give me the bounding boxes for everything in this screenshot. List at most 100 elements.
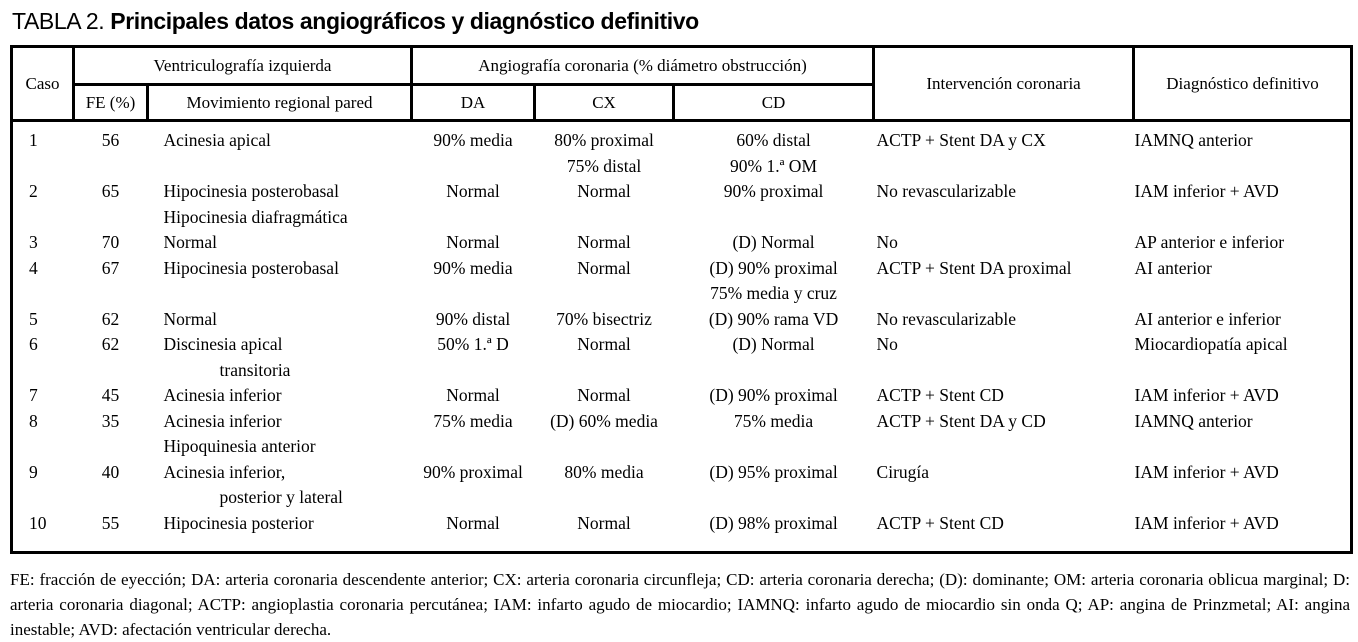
- cell-line: Hipocinesia posterobasal: [163, 181, 339, 201]
- table-row: 10 55 Hipocinesia posterior Normal Norma…: [12, 511, 1352, 553]
- cell-da: 75% media: [433, 410, 513, 431]
- cell-line: 75% media y cruz: [710, 283, 837, 303]
- cell-cd: 75% media: [733, 410, 814, 431]
- header-row-groups: Caso Ventriculografía izquierda Angiogra…: [10, 45, 1354, 122]
- cell-line: (D) 90% proximal: [709, 257, 838, 278]
- data-table: Caso Ventriculografía izquierda Angiogra…: [10, 45, 1354, 554]
- table-title: TABLA 2. Principales datos angiográficos…: [12, 8, 1350, 35]
- cell-movimiento: Hipocinesia posterior: [163, 512, 314, 533]
- cell-cd: (D) 90% rama VD: [708, 308, 839, 329]
- cell-da: 90% media: [433, 257, 513, 278]
- header-movimiento: Movimiento regional pared: [145, 83, 414, 122]
- cell-movimiento: Discinesia apical transitoria: [148, 332, 412, 383]
- cell-cx: Normal: [577, 257, 631, 278]
- cell-line: 80% proximal: [554, 130, 654, 150]
- table-row: 6 62 Discinesia apical transitoria 50% 1…: [12, 332, 1352, 383]
- cell-da: 50% 1.ª D: [437, 334, 509, 354]
- cell-movimiento: Hipocinesia posterobasal: [163, 257, 339, 278]
- cell-cx: Normal: [577, 334, 631, 354]
- table-body: 1 56 Acinesia apical 90% media 80% proxi…: [12, 121, 1352, 553]
- cell-cx: Normal: [577, 232, 631, 252]
- cell-fe: 55: [101, 512, 120, 533]
- cell-cx: Normal: [577, 385, 631, 405]
- header-row-subcolumns: FE (%) Movimiento regional pared DA CX C…: [12, 83, 1352, 122]
- cell-cd: (D) 90% proximal: [709, 385, 838, 405]
- cell-da: 90% proximal: [423, 461, 523, 482]
- table-row: 3 70 Normal Normal Normal (D) Normal No …: [12, 230, 1352, 256]
- cell-fe: 67: [101, 257, 120, 278]
- table-row: 2 65 Hipocinesia posterobasal Hipocinesi…: [12, 179, 1352, 230]
- cell-cx: Normal: [577, 512, 631, 533]
- table-row: 7 45 Acinesia inferior Normal Normal (D)…: [12, 383, 1352, 409]
- cell-caso: 7: [29, 385, 38, 405]
- cell-diagnostico: IAM inferior + AVD: [1134, 181, 1279, 201]
- cell-intervencion: No: [876, 232, 898, 252]
- table-row: 4 67 Hipocinesia posterobasal 90% media …: [12, 256, 1352, 307]
- table-row: 5 62 Normal 90% distal 70% bisectriz (D)…: [12, 307, 1352, 333]
- table-title-text: Principales datos angiográficos y diagnó…: [110, 8, 699, 34]
- cell-da: 90% distal: [435, 308, 511, 329]
- cell-diagnostico: IAMNQ anterior: [1134, 130, 1253, 150]
- cell-movimiento: Normal: [163, 308, 217, 329]
- cell-caso: 3: [29, 232, 38, 252]
- cell-caso: 4: [29, 257, 38, 278]
- cell-intervencion: ACTP + Stent DA y CD: [876, 410, 1046, 431]
- header-ventriculografia: Ventriculografía izquierda: [71, 45, 414, 86]
- cell-cx: Normal: [577, 181, 631, 201]
- cell-line: 90% 1.ª OM: [730, 155, 818, 176]
- cell-diagnostico: IAMNQ anterior: [1134, 410, 1253, 431]
- cell-diagnostico: AP anterior e inferior: [1134, 232, 1285, 252]
- cell-intervencion: ACTP + Stent CD: [876, 512, 1004, 533]
- table-row: 1 56 Acinesia apical 90% media 80% proxi…: [12, 121, 1352, 180]
- cell-diagnostico: AI anterior e inferior: [1134, 308, 1281, 329]
- cell-movimiento: Acinesia apical: [163, 130, 271, 150]
- cell-diagnostico: IAM inferior + AVD: [1134, 461, 1279, 482]
- cell-caso: 8: [29, 410, 38, 431]
- table-row: 9 40 Acinesia inferior, posterior y late…: [12, 460, 1352, 511]
- cell-movimiento: Normal: [163, 232, 217, 252]
- cell-line: posterior y lateral: [219, 487, 343, 507]
- cell-caso: 6: [29, 334, 38, 354]
- header-intervencion: Intervención coronaria: [872, 45, 1136, 122]
- cell-diagnostico: IAM inferior + AVD: [1134, 512, 1279, 533]
- cell-line: transitoria: [219, 359, 291, 380]
- table-row: 8 35 Acinesia inferior Hipoquinesia ante…: [12, 409, 1352, 460]
- table-footnote: FE: fracción de eyección; DA: arteria co…: [10, 570, 1350, 639]
- cell-cx: 70% bisectriz: [556, 308, 652, 329]
- cell-fe: 65: [101, 181, 120, 201]
- cell-fe: 40: [101, 461, 120, 482]
- table-header: Caso Ventriculografía izquierda Angiogra…: [10, 45, 1354, 122]
- cell-fe: 70: [101, 232, 120, 252]
- cell-da: Normal: [446, 512, 500, 533]
- cell-movimiento: Hipocinesia posterobasal Hipocinesia dia…: [148, 179, 412, 230]
- cell-intervencion: No: [876, 334, 898, 354]
- cell-line: Discinesia apical: [163, 334, 283, 354]
- cell-line: Hipocinesia diafragmática: [163, 206, 348, 227]
- cell-line: 60% distal: [736, 130, 811, 150]
- header-cd: CD: [672, 83, 876, 122]
- cell-da: Normal: [446, 385, 500, 405]
- cell-movimiento: Acinesia inferior Hipoquinesia anterior: [148, 409, 412, 460]
- cell-da: Normal: [446, 181, 500, 201]
- header-fe: FE (%): [72, 83, 149, 122]
- cell-caso: 1: [29, 130, 38, 150]
- header-cx: CX: [533, 83, 676, 122]
- cell-cd: (D) 90% proximal 75% media y cruz: [674, 256, 874, 307]
- cell-da: Normal: [446, 232, 500, 252]
- header-caso: Caso: [10, 45, 75, 122]
- cell-fe: 35: [101, 410, 120, 431]
- cell-caso: 9: [29, 461, 38, 482]
- cell-intervencion: ACTP + Stent DA proximal: [876, 257, 1072, 278]
- header-da: DA: [410, 83, 537, 122]
- cell-line: Acinesia inferior: [163, 410, 282, 431]
- header-angiografia: Angiografía coronaria (% diámetro obstru…: [410, 45, 876, 86]
- cell-cd: 60% distal 90% 1.ª OM: [674, 121, 874, 180]
- cell-intervencion: No revascularizable: [876, 308, 1016, 329]
- cell-line: 75% distal: [566, 155, 642, 176]
- cell-movimiento: Acinesia inferior, posterior y lateral: [148, 460, 412, 511]
- cell-cd: 90% proximal: [723, 181, 824, 201]
- table-title-label: TABLA 2.: [12, 8, 105, 34]
- cell-cd: (D) 98% proximal: [709, 512, 838, 533]
- cell-cx: 80% proximal 75% distal: [535, 121, 674, 180]
